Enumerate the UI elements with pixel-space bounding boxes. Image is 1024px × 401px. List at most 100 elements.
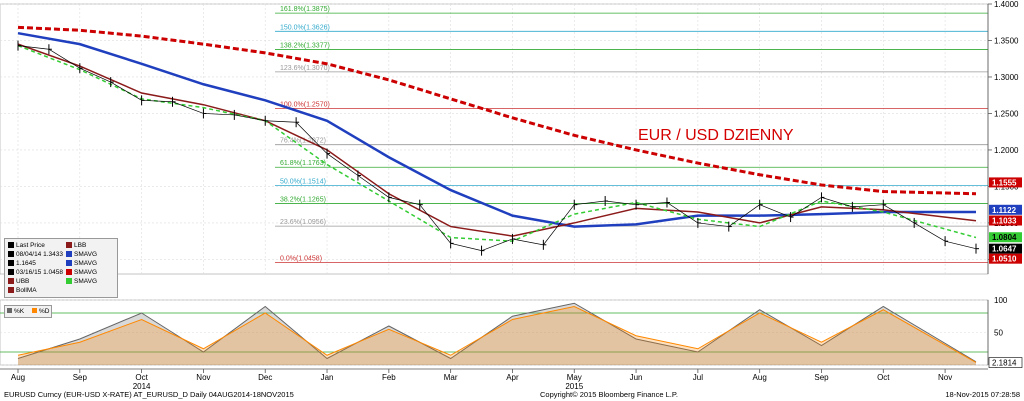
footer: EURUSD Curncy (EUR-USD X-RATE) AT_EURUSD…: [0, 388, 1024, 401]
month-label: Apr: [506, 373, 519, 382]
legend-entry: BollMA: [8, 287, 37, 294]
fibonacci-lines: 161.8%(1.3875) 150.0%(1.3626) 138.2%(1.337…: [275, 6, 988, 263]
oscillator-value-tag: [988, 357, 1023, 368]
oscillator-area: [18, 303, 976, 365]
oscillator-line: [17, 305, 977, 363]
price-tag-label: 1.1033: [992, 217, 1017, 226]
month-label: Oct: [135, 373, 148, 382]
month-label: Jun: [630, 373, 643, 382]
month-label: Aug: [753, 373, 767, 382]
d-swatch: [31, 308, 37, 313]
year-label: 2015: [565, 382, 583, 391]
fib-label: 138.2%(1.3377): [280, 42, 330, 49]
oscillator-tick-label: 50: [994, 329, 1003, 338]
legend-swatch: [8, 287, 14, 294]
legend-label: SMAVG: [74, 251, 97, 258]
month-label: Nov: [938, 373, 952, 382]
fib-label: 0.0%(1.0458): [280, 255, 322, 262]
price-tag: [989, 232, 1022, 243]
legend-label: 08/04/14 1.3433: [16, 251, 63, 258]
month-label: Feb: [382, 373, 396, 382]
month-label: Dec: [258, 373, 272, 382]
month-label: May: [567, 373, 582, 382]
legend-entry: 03/16/15 1.0458: [8, 269, 63, 276]
d-label: %D: [38, 308, 50, 315]
month-label: Mar: [444, 373, 458, 382]
legend-label: SMAVG: [74, 269, 97, 276]
year-label: 2014: [133, 382, 151, 391]
legend-label: LBB: [74, 242, 87, 249]
legend-swatch: [8, 260, 14, 267]
price-tag: [989, 204, 1022, 215]
fib-label: 76.4%(1.2072): [280, 138, 326, 145]
fib-label: 100.0%(1.2570): [280, 101, 330, 108]
oscillator-area: [18, 306, 976, 365]
legend-entry: Last Price: [8, 242, 45, 249]
footer-timestamp: 18-Nov-2015 07:28:58: [945, 390, 1020, 399]
fib-label: 50.0%(1.1514): [280, 178, 326, 185]
footer-security: EURUSD Curncy (EUR-USD X-RATE) AT_EURUSD…: [4, 390, 294, 399]
price-tag-label: 1.1555: [992, 178, 1017, 187]
fib-label: 161.8%(1.3875): [280, 6, 330, 13]
k-label: %K: [14, 308, 25, 315]
legend-label: 1.1645: [16, 260, 36, 267]
fib-label: 123.6%(1.3070): [280, 65, 330, 72]
price-tick-label: 1.2500: [994, 109, 1019, 118]
chart-legend: Last Price LBB 08/04/14 1.3433 SMAVG 1.1645 S…: [4, 238, 118, 298]
month-label: Aug: [11, 373, 25, 382]
month-label: Sep: [73, 373, 88, 382]
legend-swatch: [66, 269, 72, 276]
legend-swatch: [8, 269, 14, 276]
main-series: [17, 25, 979, 256]
price-tag: [989, 177, 1022, 188]
oscillator-value-label: 2.1814: [992, 359, 1017, 368]
legend-swatch: [66, 242, 72, 249]
legend-swatch: [8, 251, 14, 258]
price-tag-label: 1.1122: [992, 206, 1017, 215]
legend-swatch: [8, 278, 14, 285]
oscillator-axis: 1005002.1814: [987, 296, 1023, 370]
legend-entry: 08/04/14 1.3433: [8, 251, 63, 258]
price-tick-label: 1.3500: [994, 36, 1019, 45]
legend-entry: SMAVG: [66, 260, 97, 267]
month-label: Jul: [693, 373, 703, 382]
price-tag-label: 1.0804: [992, 233, 1017, 242]
k-swatch: [7, 308, 12, 313]
oscillator-series: [17, 302, 977, 365]
price-tag: [989, 243, 1022, 254]
legend-label: BollMA: [16, 287, 37, 294]
time-axis: Aug Sep Oct Nov Dec Jan Feb Mar Apr May Jun Jul Aug S…: [0, 368, 988, 391]
legend-swatch: [8, 242, 14, 249]
legend-swatch: [66, 251, 72, 258]
month-label: Oct: [877, 373, 890, 382]
last-price-line: [17, 45, 977, 252]
oscillator-grid: [0, 299, 989, 366]
price-tick-label: 1.2000: [994, 146, 1019, 155]
fib-label: 150.0%(1.3626): [280, 24, 330, 31]
oscillator-legend: %K %D: [4, 305, 52, 318]
legend-entry: SMAVG: [66, 251, 97, 258]
legend-entry: LBB: [66, 242, 86, 249]
legend-swatch: [66, 260, 72, 267]
legend-label: SMAVG: [74, 278, 97, 285]
fib-label: 23.6%(1.0956): [280, 219, 326, 226]
price-tag-label: 1.0510: [992, 255, 1017, 264]
chart-title: EUR / USD DZIENNY: [638, 127, 794, 144]
legend-label: Last Price: [16, 242, 45, 249]
price-tag-label: 1.0647: [992, 245, 1017, 254]
fib-label: 61.8%(1.1763): [280, 160, 326, 167]
footer-copyright: Copyright© 2015 Bloomberg Finance L.P.: [540, 390, 678, 399]
month-label: Nov: [196, 373, 210, 382]
fib-label: 38.2%(1.1265): [280, 197, 326, 204]
price-tag: [989, 215, 1022, 226]
price-tag: [989, 253, 1022, 264]
legend-label: UBB: [16, 278, 30, 285]
month-label: Sep: [814, 373, 829, 382]
smavg-line: [17, 25, 977, 196]
legend-entry: UBB: [8, 278, 29, 285]
legend-label: SMAVG: [74, 260, 97, 267]
price-tick-label: 1.4000: [994, 0, 1019, 9]
legend-label: 03/16/15 1.0458: [16, 269, 63, 276]
